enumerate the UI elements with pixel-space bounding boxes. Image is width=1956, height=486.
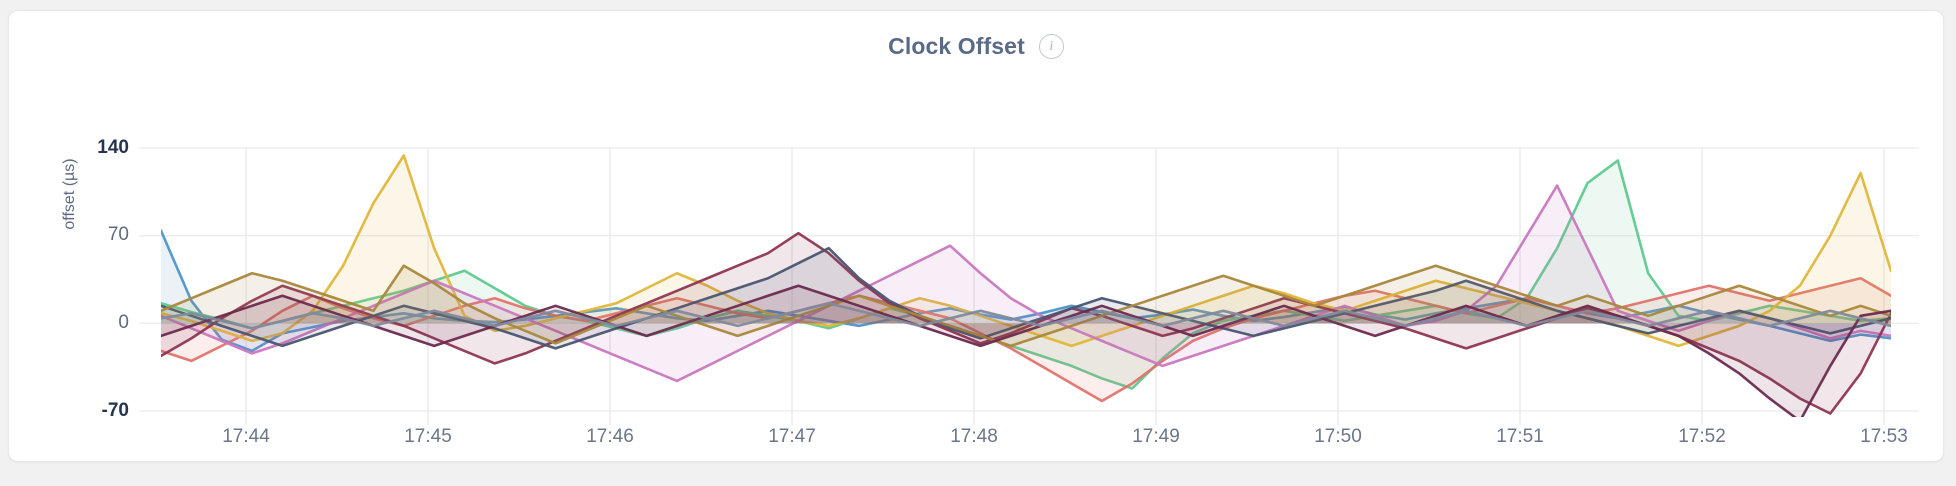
x-tick-label: 17:47 — [768, 426, 816, 447]
series-area — [161, 303, 1891, 329]
series-line[interactable] — [161, 159, 1891, 390]
x-tick-label: 17:50 — [1314, 426, 1362, 447]
chart-area: offset (µs) 140 70 0 -70 17:44 17:45 17:46… — [9, 11, 1956, 486]
y-tick-neg70: -70 — [101, 400, 129, 421]
series-area — [161, 248, 1891, 349]
x-tick-label: 17:46 — [586, 426, 634, 447]
series-area — [161, 155, 1891, 346]
x-tick-label: 17:44 — [222, 426, 270, 447]
info-icon[interactable]: i — [1038, 34, 1064, 59]
series-group — [161, 154, 1891, 421]
x-tick-label: 17:45 — [404, 426, 452, 447]
series-area — [161, 265, 1891, 346]
y-tick-140: 140 — [97, 137, 129, 158]
y-tick-0: 0 — [118, 312, 129, 333]
card-header: Clock Offset i — [9, 33, 1943, 60]
series-line[interactable] — [161, 302, 1891, 330]
series-area — [161, 185, 1891, 381]
clock-offset-line-chart — [139, 147, 1919, 425]
x-tick-label: 17:49 — [1132, 426, 1180, 447]
series-area — [161, 160, 1891, 389]
clock-offset-card: Clock Offset i offset (µs) 140 70 0 -70 … — [8, 10, 1944, 462]
series-line[interactable] — [161, 284, 1891, 421]
y-tick-70: 70 — [107, 224, 129, 245]
x-tick-label: 17:48 — [950, 426, 998, 447]
x-tick-label: 17:51 — [1496, 426, 1544, 447]
series-line[interactable] — [161, 264, 1891, 348]
x-tick-label: 17:53 — [1860, 426, 1908, 447]
page-title: Clock Offset — [888, 33, 1025, 59]
series-line[interactable] — [161, 184, 1891, 383]
x-tick-label: 17:52 — [1678, 426, 1726, 447]
y-axis-ticks: 140 70 0 -70 — [29, 11, 129, 486]
